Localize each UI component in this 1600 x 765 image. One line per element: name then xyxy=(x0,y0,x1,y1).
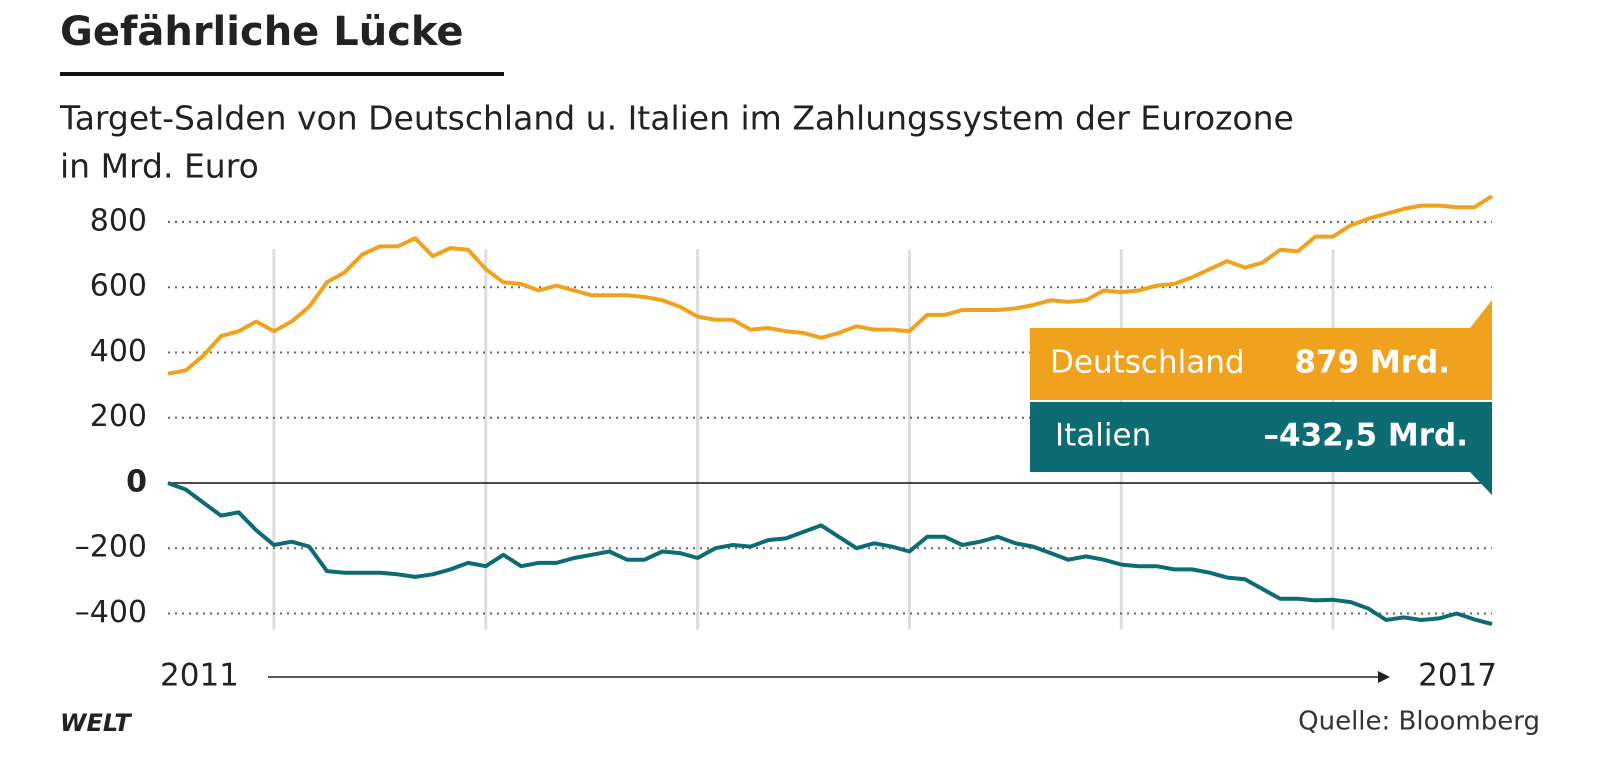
y-tick-label: 0 xyxy=(126,464,147,499)
line-series xyxy=(167,194,1494,376)
y-tick-label: –400 xyxy=(75,595,147,630)
end-label: –432,5 Mrd. xyxy=(1264,418,1468,454)
line-series xyxy=(167,481,1493,627)
y-tick-label: –200 xyxy=(75,530,147,565)
y-tick-label: 600 xyxy=(90,269,147,304)
chart-title: Gefährliche Lücke xyxy=(60,9,464,55)
end-label: 879 Mrd. xyxy=(1294,345,1450,381)
subtitle: Target-Salden von Deutschland u. Italien… xyxy=(59,99,1294,138)
label-box xyxy=(1030,402,1492,495)
y-tick-label: 400 xyxy=(90,334,147,369)
x-end-label: 2017 xyxy=(1418,658,1497,694)
arrow-head xyxy=(1378,671,1390,683)
source: Quelle: Bloomberg xyxy=(1298,707,1540,737)
label-box xyxy=(1030,300,1492,400)
lines xyxy=(167,194,1494,627)
title-rule xyxy=(60,72,504,76)
subtitle: in Mrd. Euro xyxy=(60,147,259,186)
x-start-label: 2011 xyxy=(160,658,239,694)
y-tick-label: 200 xyxy=(90,399,147,434)
logo: WELT xyxy=(60,709,132,737)
grid: 800 600 400 200 0 –200 –400 xyxy=(75,203,1492,630)
legend-name: Italien xyxy=(1055,418,1151,454)
legend-name: Deutschland xyxy=(1050,345,1245,381)
y-tick-label: 800 xyxy=(90,203,147,238)
